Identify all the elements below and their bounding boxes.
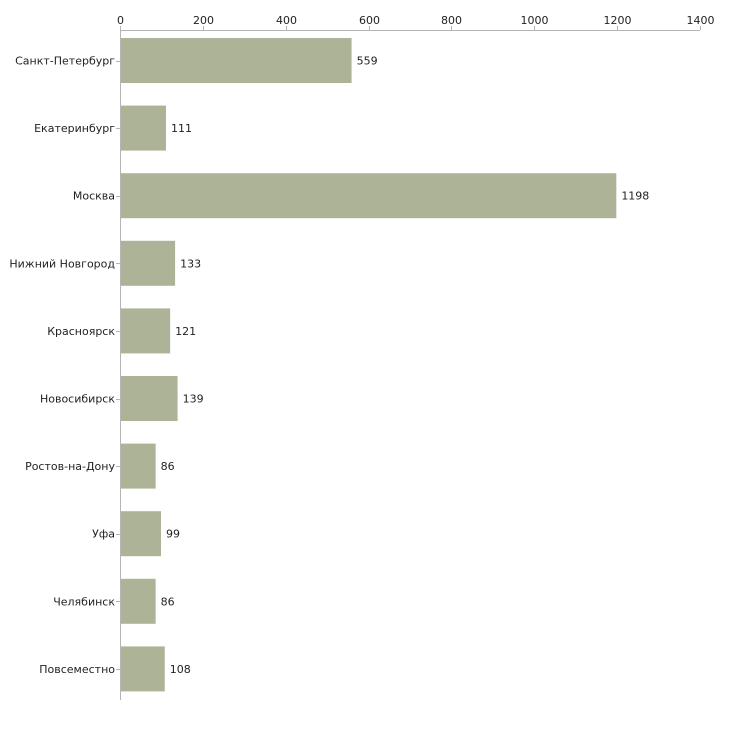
- bar: [121, 578, 156, 624]
- bar: [121, 308, 171, 354]
- bar: [121, 646, 165, 692]
- bar-value-label: 133: [180, 257, 201, 270]
- category-label: Уфа: [92, 528, 115, 541]
- bar: [121, 105, 166, 151]
- category-label: Санкт-Петербург: [15, 55, 115, 68]
- bar-value-label: 86: [161, 595, 175, 608]
- bar: [121, 173, 617, 219]
- category-label: Москва: [73, 190, 115, 203]
- category-label: Екатеринбург: [34, 122, 115, 135]
- bar-value-label: 139: [183, 393, 204, 406]
- bar-value-label: 86: [161, 460, 175, 473]
- x-tick-label: 0: [117, 14, 124, 27]
- category-label: Новосибирск: [40, 393, 115, 406]
- category-label: Повсеместно: [39, 663, 115, 676]
- category-label: Ростов-на-Дону: [25, 460, 115, 473]
- x-tick-label: 1000: [521, 14, 549, 27]
- bar-value-label: 1198: [621, 190, 649, 203]
- bar-value-label: 121: [175, 325, 196, 338]
- bar: [121, 376, 178, 421]
- x-tick-label: 1400: [687, 14, 715, 27]
- bars: [121, 38, 617, 692]
- x-axis-ticks: 0 200 400 600 800 1000 1200 1400: [117, 14, 715, 30]
- x-tick-label: 400: [276, 14, 297, 27]
- bar-value-label: 108: [170, 663, 191, 676]
- bar: [121, 511, 162, 557]
- bar: [121, 38, 352, 83]
- category-label: Нижний Новгород: [9, 257, 115, 270]
- x-tick-label: 800: [441, 14, 462, 27]
- category-label: Челябинск: [53, 595, 115, 608]
- bar-value-label: 99: [166, 528, 180, 541]
- bar-value-label: 559: [357, 55, 378, 68]
- x-tick-label: 1200: [604, 14, 632, 27]
- x-tick-label: 200: [193, 14, 214, 27]
- axes: [116, 30, 700, 700]
- bar: [121, 443, 156, 489]
- x-tick-label: 600: [359, 14, 380, 27]
- labels: 559 Санкт-Петербург 111 Екатеринбург 1198 Мос…: [9, 55, 649, 676]
- category-label: Красноярск: [47, 325, 115, 338]
- bar: [121, 240, 176, 286]
- bar-value-label: 111: [171, 122, 192, 135]
